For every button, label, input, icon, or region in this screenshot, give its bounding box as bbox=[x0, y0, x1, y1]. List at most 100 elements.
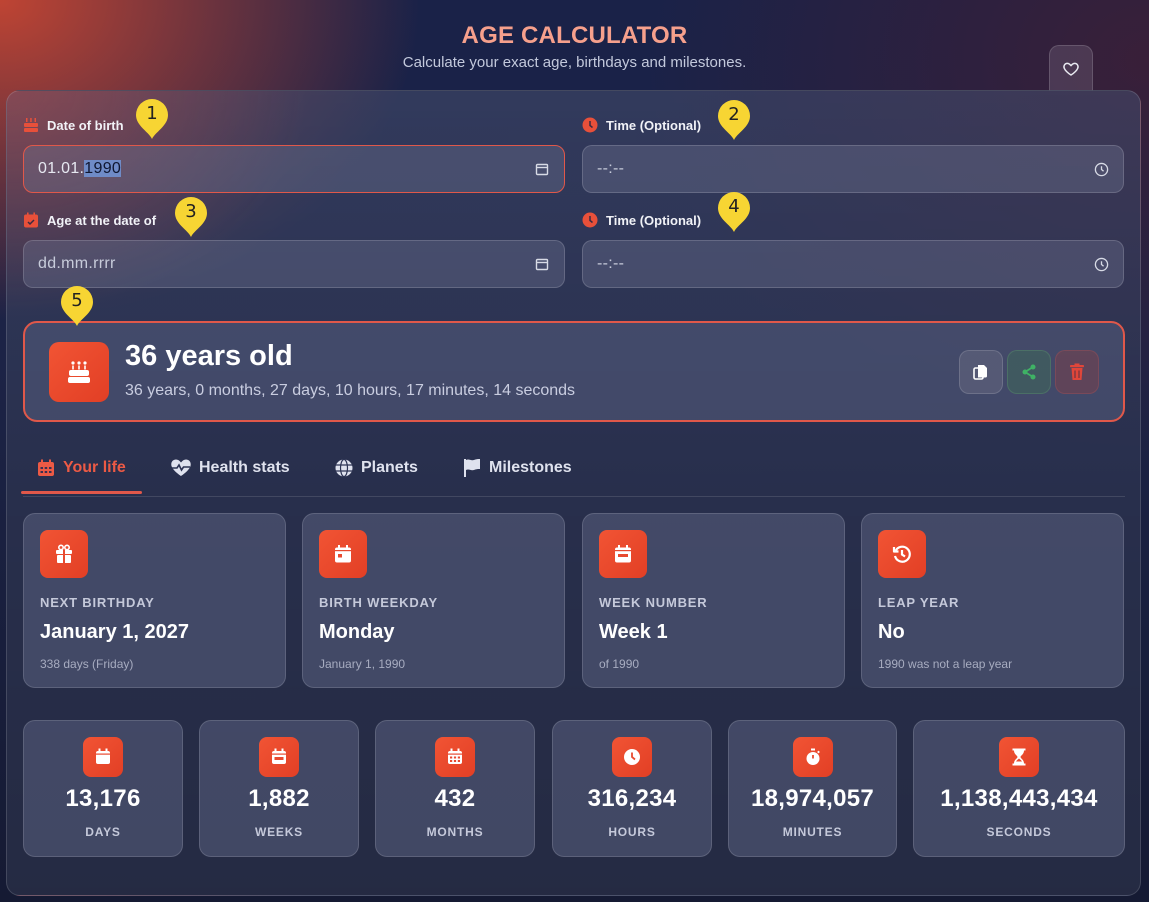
annotation-marker-5: 5 bbox=[60, 285, 94, 327]
card-label: WEEK NUMBER bbox=[599, 595, 708, 610]
annotation-marker-1: 1 bbox=[135, 98, 169, 140]
birth-time-placeholder: --:-- bbox=[597, 160, 625, 177]
share-icon bbox=[1022, 364, 1036, 380]
stat-seconds: 1,138,443,434 SECONDS bbox=[913, 720, 1125, 857]
clock-icon bbox=[582, 212, 598, 228]
card-subtext: January 1, 1990 bbox=[319, 657, 406, 671]
calculator-panel: Date of birth 01.01.1990 Time (Optional)… bbox=[6, 90, 1141, 896]
hourglass-icon bbox=[999, 737, 1039, 777]
share-button[interactable] bbox=[1007, 350, 1051, 394]
heart-pulse-icon bbox=[171, 459, 191, 476]
date-of-birth-label: Date of birth bbox=[47, 117, 124, 133]
age-result-title: 36 years old bbox=[125, 340, 293, 372]
week-number-card: WEEK NUMBER Week 1 of 1990 bbox=[582, 513, 845, 688]
tab-planets[interactable]: Planets bbox=[335, 443, 418, 493]
tab-milestones[interactable]: Milestones bbox=[463, 443, 572, 493]
target-time-placeholder: --:-- bbox=[597, 255, 625, 272]
stat-value: 1,138,443,434 bbox=[940, 785, 1098, 812]
date-of-birth-input[interactable]: 01.01.1990 bbox=[23, 145, 565, 193]
date-value-prefix: 01.01. bbox=[38, 160, 85, 177]
card-subtext: 1990 was not a leap year bbox=[878, 657, 1013, 671]
heart-icon bbox=[1063, 62, 1079, 76]
target-date-input[interactable]: dd.mm.rrrr bbox=[23, 240, 565, 288]
flag-icon bbox=[464, 459, 480, 477]
gift-icon bbox=[40, 530, 88, 578]
time-picker-icon[interactable] bbox=[1093, 161, 1109, 177]
calendar-week-icon bbox=[259, 737, 299, 777]
stat-label: SECONDS bbox=[986, 825, 1052, 839]
calendar-day-icon bbox=[319, 530, 367, 578]
stopwatch-icon bbox=[792, 737, 833, 777]
target-date-label: Age at the date of bbox=[47, 212, 157, 228]
marker-number: 4 bbox=[728, 196, 740, 217]
annotation-marker-3: 3 bbox=[174, 196, 208, 238]
target-date-field: Age at the date of bbox=[23, 210, 156, 230]
card-subtext: of 1990 bbox=[599, 657, 640, 671]
target-date-placeholder: dd.mm.rrrr bbox=[38, 255, 116, 272]
stat-minutes: 18,974,057 MINUTES bbox=[728, 720, 897, 857]
card-value: Week 1 bbox=[599, 621, 668, 643]
calendar-icon bbox=[38, 459, 54, 476]
annotation-marker-2: 2 bbox=[717, 99, 751, 141]
stat-label: MINUTES bbox=[782, 825, 843, 839]
card-label: BIRTH WEEKDAY bbox=[319, 595, 438, 610]
tab-bar: Your life Health stats Planets Milestone… bbox=[21, 443, 1125, 497]
marker-number: 2 bbox=[728, 104, 740, 125]
stat-hours: 316,234 HOURS bbox=[552, 720, 712, 857]
tab-label: Your life bbox=[63, 459, 126, 476]
copy-button[interactable] bbox=[959, 350, 1003, 394]
tab-your-life[interactable]: Your life bbox=[21, 443, 142, 494]
target-time-label: Time (Optional) bbox=[606, 212, 702, 228]
target-time-field: Time (Optional) bbox=[582, 210, 701, 230]
stat-value: 1,882 bbox=[248, 785, 310, 812]
stat-value: 432 bbox=[434, 785, 476, 812]
card-value: Monday bbox=[319, 621, 395, 643]
globe-icon bbox=[335, 459, 353, 477]
tab-label: Planets bbox=[361, 459, 418, 476]
stat-value: 18,974,057 bbox=[750, 785, 875, 812]
calendar-check-icon bbox=[24, 212, 38, 228]
birthday-cake-icon bbox=[24, 118, 38, 132]
stat-months: 432 MONTHS bbox=[375, 720, 535, 857]
stat-label: WEEKS bbox=[254, 825, 303, 839]
card-subtext: 338 days (Friday) bbox=[40, 657, 134, 671]
history-icon bbox=[878, 530, 926, 578]
age-result-card: 36 years old 36 years, 0 months, 27 days… bbox=[23, 321, 1125, 422]
time-picker-icon[interactable] bbox=[1093, 256, 1109, 272]
next-birthday-card: NEXT BIRTHDAY January 1, 2027 338 days (… bbox=[23, 513, 286, 688]
birth-weekday-card: BIRTH WEEKDAY Monday January 1, 1990 bbox=[302, 513, 565, 688]
tab-label: Health stats bbox=[199, 459, 290, 476]
favorite-button[interactable] bbox=[1049, 45, 1093, 91]
leap-year-card: LEAP YEAR No 1990 was not a leap year bbox=[861, 513, 1124, 688]
calendar-icon bbox=[83, 737, 123, 777]
clock-icon bbox=[582, 117, 598, 133]
page-title: AGE CALCULATOR bbox=[461, 22, 688, 49]
card-value: January 1, 2027 bbox=[40, 621, 189, 643]
marker-number: 1 bbox=[146, 103, 158, 124]
calendar-picker-icon[interactable] bbox=[534, 161, 550, 177]
delete-button[interactable] bbox=[1055, 350, 1099, 394]
stat-weeks: 1,882 WEEKS bbox=[199, 720, 359, 857]
stat-value: 13,176 bbox=[65, 785, 141, 812]
calendar-week-icon bbox=[599, 530, 647, 578]
birthday-cake-icon bbox=[49, 342, 109, 402]
date-value-selected-year: 1990 bbox=[84, 160, 122, 177]
stat-label: HOURS bbox=[608, 825, 656, 839]
card-label: NEXT BIRTHDAY bbox=[40, 595, 155, 610]
tab-label: Milestones bbox=[489, 459, 572, 476]
annotation-marker-4: 4 bbox=[717, 191, 751, 233]
calendar-picker-icon[interactable] bbox=[534, 256, 550, 272]
target-time-input[interactable]: --:-- bbox=[582, 240, 1124, 288]
card-label: LEAP YEAR bbox=[878, 595, 960, 610]
stat-value: 316,234 bbox=[587, 785, 677, 812]
marker-number: 3 bbox=[185, 201, 197, 222]
stat-label: MONTHS bbox=[426, 825, 484, 839]
stat-label: DAYS bbox=[85, 825, 121, 839]
birth-time-label: Time (Optional) bbox=[606, 117, 702, 133]
copy-icon bbox=[973, 365, 987, 380]
card-value: No bbox=[878, 621, 905, 643]
birth-time-input[interactable]: --:-- bbox=[582, 145, 1124, 193]
tab-health-stats[interactable]: Health stats bbox=[171, 443, 290, 493]
age-result-detail: 36 years, 0 months, 27 days, 10 hours, 1… bbox=[125, 382, 576, 399]
date-of-birth-field: Date of birth bbox=[23, 115, 124, 135]
